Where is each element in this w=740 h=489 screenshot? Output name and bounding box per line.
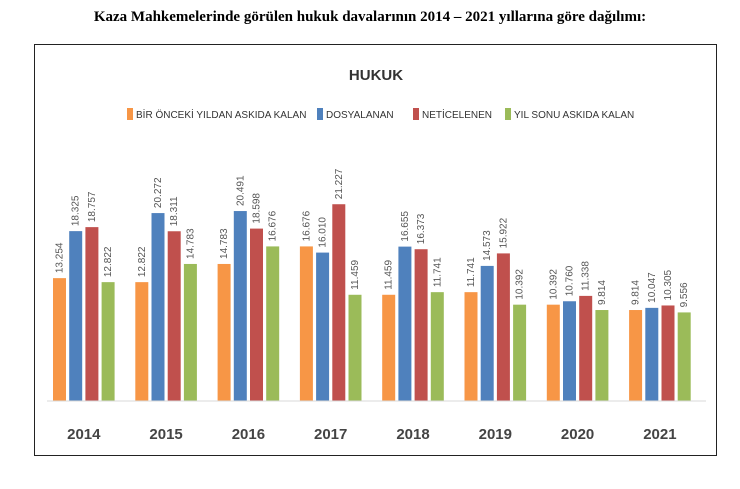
value-label: 11.741 bbox=[466, 257, 477, 287]
bar bbox=[233, 211, 247, 401]
bar bbox=[398, 246, 412, 401]
value-label: 14.573 bbox=[482, 230, 493, 261]
bar bbox=[496, 253, 510, 401]
bar bbox=[579, 295, 593, 401]
value-label: 15.922 bbox=[498, 217, 509, 248]
value-label: 10.305 bbox=[663, 269, 674, 300]
bar bbox=[480, 265, 494, 401]
bar bbox=[151, 213, 165, 401]
bar bbox=[53, 278, 66, 401]
value-label: 12.822 bbox=[137, 246, 148, 277]
value-label: 11.741 bbox=[432, 257, 443, 287]
value-label: 16.676 bbox=[268, 210, 279, 241]
legend-swatch bbox=[317, 108, 323, 120]
x-tick-label: 2019 bbox=[479, 426, 512, 443]
value-label: 18.598 bbox=[252, 193, 263, 224]
value-label: 9.556 bbox=[679, 282, 690, 307]
bar bbox=[414, 249, 428, 401]
bar bbox=[513, 304, 527, 401]
bars: 13.254 18.325 18.757 12.822 12.822 20.272 18.3… bbox=[53, 168, 691, 401]
legend-label: BİR ÖNCEKİ YILDAN ASKIDA KALAN bbox=[136, 108, 306, 121]
value-label: 9.814 bbox=[597, 280, 608, 305]
value-label: 11.338 bbox=[581, 261, 592, 291]
bar bbox=[135, 282, 149, 401]
x-tick-labels: 2014 2015 2016 2017 2018 2019 2020 2021 bbox=[67, 426, 676, 443]
value-label: 18.311 bbox=[169, 196, 180, 226]
bar bbox=[629, 310, 643, 401]
bar bbox=[299, 246, 313, 401]
legend: BİR ÖNCEKİ YILDAN ASKIDA KALAN DOSYALANAN… bbox=[127, 108, 634, 121]
bar bbox=[217, 263, 231, 401]
legend-label: NETİCELENEN bbox=[422, 108, 492, 121]
legend-label: DOSYALANAN bbox=[326, 110, 394, 121]
bar bbox=[316, 252, 330, 401]
x-tick-label: 2017 bbox=[314, 426, 347, 443]
bar bbox=[69, 231, 83, 401]
bar bbox=[661, 305, 675, 401]
value-label: 11.459 bbox=[384, 259, 395, 289]
chart-frame: HUKUK BİR ÖNCEKİ YILDAN ASKIDA KALAN DOSY… bbox=[34, 44, 717, 456]
legend-swatch bbox=[413, 108, 419, 120]
x-tick-label: 2021 bbox=[643, 426, 676, 443]
bar bbox=[382, 294, 396, 401]
x-tick-label: 2018 bbox=[396, 426, 429, 443]
value-label: 16.010 bbox=[318, 217, 329, 248]
bar bbox=[332, 204, 346, 401]
value-label: 11.459 bbox=[350, 259, 361, 289]
bar bbox=[677, 312, 691, 401]
bar bbox=[595, 310, 609, 401]
value-label: 21.227 bbox=[334, 168, 345, 199]
value-label: 20.272 bbox=[153, 177, 164, 208]
bar bbox=[464, 292, 478, 401]
value-label: 20.491 bbox=[235, 175, 246, 206]
chart-title: HUKUK bbox=[349, 67, 403, 84]
bar bbox=[430, 292, 444, 401]
x-tick-label: 2015 bbox=[149, 426, 182, 443]
bar bbox=[266, 246, 280, 401]
value-label: 10.760 bbox=[565, 265, 576, 296]
legend-swatch bbox=[127, 108, 133, 120]
value-label: 14.783 bbox=[219, 228, 230, 259]
value-label: 13.254 bbox=[55, 242, 66, 273]
bar bbox=[183, 263, 197, 401]
bar bbox=[348, 294, 362, 401]
page-heading: Kaza Mahkemelerinde görülen hukuk davala… bbox=[93, 9, 647, 25]
bar bbox=[101, 282, 115, 401]
value-label: 18.757 bbox=[87, 191, 98, 222]
value-label: 14.783 bbox=[185, 228, 196, 259]
bar bbox=[250, 228, 263, 401]
bar bbox=[167, 231, 181, 401]
bar bbox=[563, 301, 576, 401]
value-label: 10.392 bbox=[515, 269, 526, 300]
legend-label: YIL SONU ASKIDA KALAN bbox=[514, 110, 634, 121]
x-tick-label: 2016 bbox=[232, 426, 265, 443]
value-label: 10.392 bbox=[548, 269, 559, 300]
value-label: 18.325 bbox=[71, 195, 82, 226]
value-label: 16.655 bbox=[400, 211, 411, 242]
x-tick-label: 2014 bbox=[67, 426, 101, 443]
value-label: 12.822 bbox=[103, 246, 114, 277]
bar-chart: HUKUK BİR ÖNCEKİ YILDAN ASKIDA KALAN DOSY… bbox=[47, 67, 706, 443]
bar bbox=[546, 304, 560, 401]
legend-swatch bbox=[505, 108, 511, 120]
value-label: 16.676 bbox=[301, 210, 312, 241]
x-tick-label: 2020 bbox=[561, 426, 594, 443]
value-label: 16.373 bbox=[416, 213, 427, 244]
bar bbox=[645, 307, 659, 401]
value-label: 9.814 bbox=[631, 280, 642, 305]
bar bbox=[85, 227, 99, 401]
value-label: 10.047 bbox=[647, 272, 658, 303]
